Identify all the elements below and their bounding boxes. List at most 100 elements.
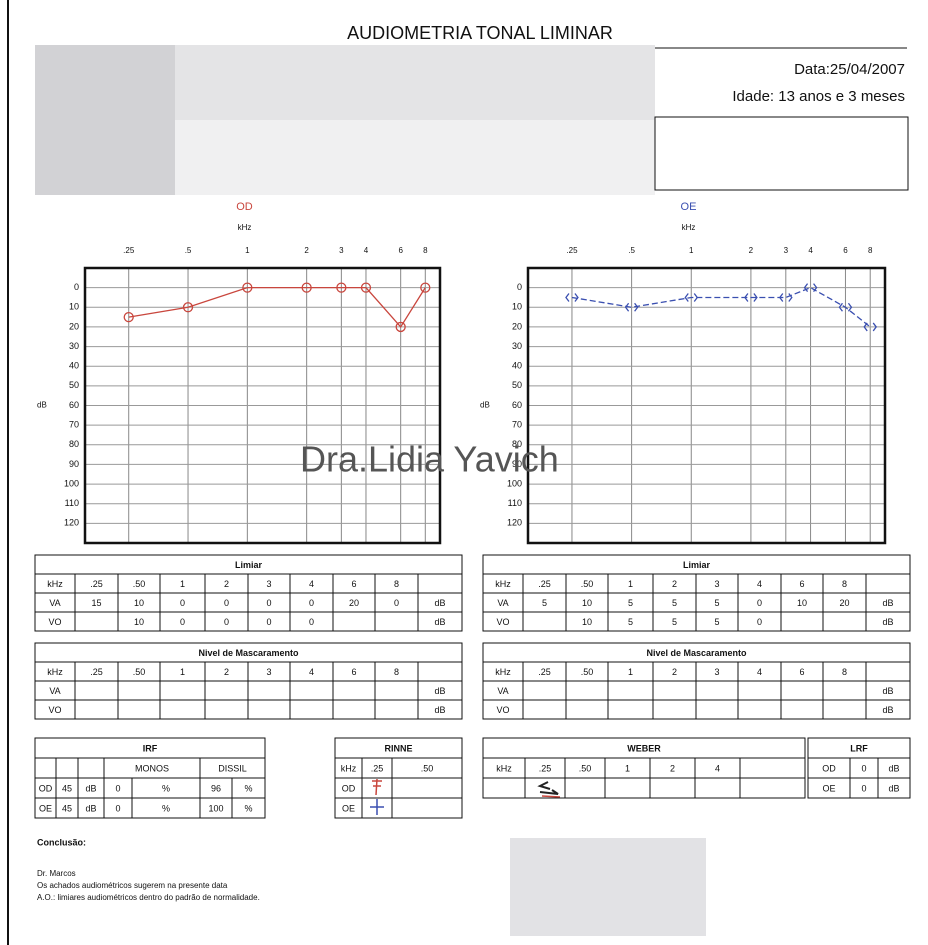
table-cell-text: % bbox=[244, 803, 252, 813]
table-header: WEBER bbox=[627, 743, 661, 753]
table-cell-text: .50 bbox=[579, 763, 592, 773]
age: Idade: 13 anos e 3 meses bbox=[732, 88, 905, 105]
table-cell-text: VO bbox=[48, 705, 61, 715]
table-cell-text: .25 bbox=[538, 579, 551, 589]
x-tick-label: .5 bbox=[185, 246, 192, 255]
weber-mark bbox=[541, 795, 561, 798]
chart-title: OD bbox=[236, 201, 253, 213]
y-axis-label: dB bbox=[480, 401, 490, 410]
table-cell-text: OE bbox=[342, 803, 355, 813]
y-tick-label: 80 bbox=[512, 439, 522, 449]
table-cell-text: 0 bbox=[861, 783, 866, 793]
table-cell-text: 3 bbox=[266, 667, 271, 677]
threshold-marker bbox=[778, 293, 793, 302]
table-cell-text: 0 bbox=[224, 598, 229, 608]
x-tick-label: 2 bbox=[304, 246, 309, 255]
table-cell-text: 10 bbox=[582, 598, 592, 608]
table-cell-text: % bbox=[244, 783, 252, 793]
table-cell-text: dB bbox=[882, 686, 893, 696]
table-cell-text: .50 bbox=[581, 667, 594, 677]
table-cell-text: 0 bbox=[757, 598, 762, 608]
x-tick-label: 4 bbox=[808, 246, 813, 255]
table-cell-text: VA bbox=[497, 686, 508, 696]
table-cell-text: 4 bbox=[309, 579, 314, 589]
redacted-block bbox=[175, 120, 655, 195]
table-cell-text: dB bbox=[434, 617, 445, 627]
y-tick-label: 120 bbox=[507, 518, 522, 528]
table-cell-text: .50 bbox=[581, 579, 594, 589]
table-cell-text: 0 bbox=[180, 598, 185, 608]
table-cell-text: 15 bbox=[91, 598, 101, 608]
threshold-marker bbox=[803, 283, 818, 293]
table-cell-text: OE bbox=[822, 783, 835, 793]
table-cell-text: 20 bbox=[349, 598, 359, 608]
doctor: Dr. Marcos bbox=[37, 869, 76, 878]
table-cell-text: 5 bbox=[672, 617, 677, 627]
x-tick-label: 2 bbox=[749, 246, 754, 255]
table-cell bbox=[865, 611, 911, 632]
y-tick-label: 100 bbox=[507, 478, 522, 488]
y-tick-label: 70 bbox=[69, 420, 79, 430]
table-cell-text: VO bbox=[48, 617, 61, 627]
table-cell-text: 1 bbox=[628, 579, 633, 589]
table-cell-text: .25 bbox=[539, 763, 552, 773]
table-cell-text: 10 bbox=[582, 617, 592, 627]
table-cell-text: 6 bbox=[799, 667, 804, 677]
table-cell-text: 5 bbox=[628, 598, 633, 608]
x-tick-label: .5 bbox=[628, 246, 635, 255]
rinne-oe-mark bbox=[370, 799, 384, 815]
table-cell-text: 0 bbox=[394, 598, 399, 608]
table-cell-text: dB bbox=[85, 783, 96, 793]
table-cell-text: .50 bbox=[133, 579, 146, 589]
threshold-marker bbox=[744, 293, 758, 302]
conclusion-line: A.O.: limiares audiométricos dentro do p… bbox=[37, 893, 260, 902]
table-cell-text: dB bbox=[434, 705, 445, 715]
table-cell-text: 3 bbox=[714, 579, 719, 589]
y-tick-label: 30 bbox=[512, 341, 522, 351]
chart-title: OE bbox=[681, 201, 697, 213]
table-cell-text: kHz bbox=[495, 667, 511, 677]
y-tick-label: 90 bbox=[512, 459, 522, 469]
table-cell-text: 10 bbox=[797, 598, 807, 608]
table-cell-text: 2 bbox=[672, 579, 677, 589]
table-cell-text: dB bbox=[888, 763, 899, 773]
threshold-line bbox=[571, 286, 871, 328]
table-cell-text: 100 bbox=[208, 803, 223, 813]
table-cell-text: 4 bbox=[309, 667, 314, 677]
table-cell-text: 0 bbox=[861, 763, 866, 773]
y-tick-label: 50 bbox=[69, 380, 79, 390]
table-cell-text: 4 bbox=[757, 667, 762, 677]
threshold-marker bbox=[420, 282, 431, 293]
table-cell-text: 1 bbox=[625, 763, 630, 773]
y-tick-label: 40 bbox=[69, 361, 79, 371]
table-cell-text: 5 bbox=[714, 598, 719, 608]
table-cell-text: 0 bbox=[309, 598, 314, 608]
table-cell-text: 8 bbox=[842, 579, 847, 589]
plot-frame bbox=[83, 266, 442, 545]
table-header: Nivel de Mascaramento bbox=[198, 648, 299, 658]
table-cell-text: 0 bbox=[309, 617, 314, 627]
table-cell-text: OE bbox=[39, 803, 52, 813]
table-cell-text: kHz bbox=[495, 579, 511, 589]
table-cell-text: 2 bbox=[670, 763, 675, 773]
table-cell-text: DISSIL bbox=[218, 763, 247, 773]
table-cell-text: kHz bbox=[47, 579, 63, 589]
table-cell-text: 0 bbox=[224, 617, 229, 627]
table-cell-text: 1 bbox=[180, 667, 185, 677]
threshold-marker bbox=[565, 293, 579, 302]
table-cell-text: 96 bbox=[211, 783, 221, 793]
table-cell-text: 3 bbox=[266, 579, 271, 589]
table-cell-text: kHz bbox=[341, 763, 357, 773]
y-tick-label: 70 bbox=[512, 420, 522, 430]
table-cell-text: 4 bbox=[715, 763, 720, 773]
table-cell-text: VA bbox=[497, 598, 508, 608]
table-cell-text: dB bbox=[882, 705, 893, 715]
table-cell bbox=[231, 797, 266, 819]
table-cell-text: 45 bbox=[62, 783, 72, 793]
table-header: Nivel de Mascaramento bbox=[646, 648, 747, 658]
table-cell-text: 0 bbox=[266, 598, 271, 608]
x-tick-label: 4 bbox=[364, 246, 369, 255]
table-cell-text: 3 bbox=[714, 667, 719, 677]
threshold-marker bbox=[624, 302, 639, 312]
table-cell bbox=[865, 699, 911, 720]
